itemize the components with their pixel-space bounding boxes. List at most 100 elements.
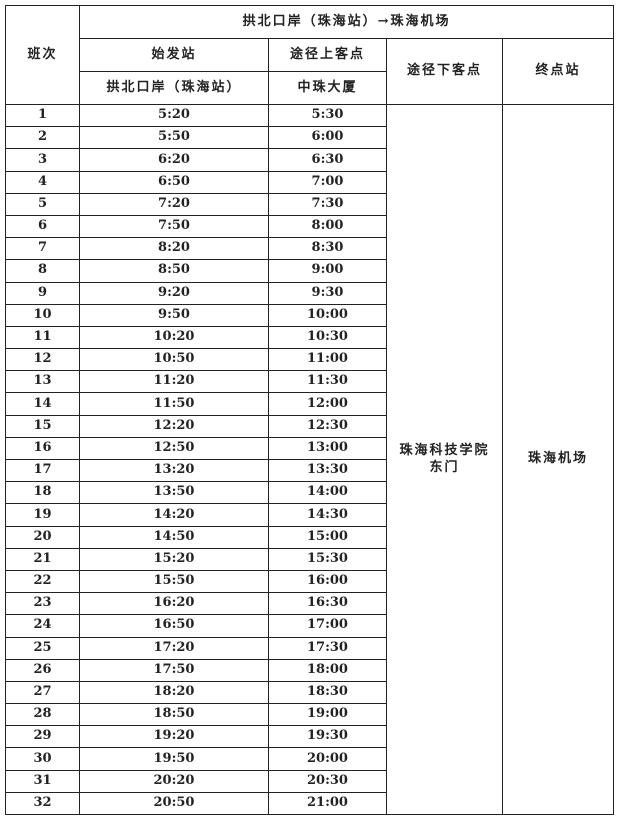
pickup-time: 13:00 <box>268 436 387 461</box>
origin-time: 11:50 <box>79 392 269 416</box>
origin-time: 13:50 <box>79 481 269 505</box>
table-row: 14 11:50 12:00 <box>5 392 614 416</box>
origin-time: 10:20 <box>79 325 269 350</box>
trip-number: 6 <box>5 214 80 239</box>
origin-time: 7:20 <box>79 192 269 216</box>
table-row: 10 9:50 10:00 <box>5 303 614 327</box>
pickup-time: 12:30 <box>268 414 387 438</box>
trip-number: 21 <box>5 547 80 571</box>
trip-number: 29 <box>5 725 80 749</box>
table-row: 6 7:50 8:00 <box>5 214 614 239</box>
trip-number: 25 <box>5 636 80 660</box>
pickup-time: 18:30 <box>268 680 387 705</box>
pickup-time: 8:00 <box>268 214 387 239</box>
trip-number: 12 <box>5 348 80 372</box>
pickup-time: 21:00 <box>268 791 387 816</box>
table-row: 24 16:50 17:00 <box>5 614 614 638</box>
pickup-time: 11:30 <box>268 370 387 394</box>
table-row: 19 14:20 14:30 <box>5 503 614 527</box>
origin-time: 14:50 <box>79 525 269 549</box>
terminal-stop: 珠海机场 <box>501 104 615 815</box>
origin-time: 15:50 <box>79 569 269 594</box>
pickup-time: 7:30 <box>268 192 387 216</box>
table-row: 8 8:50 9:00 <box>5 259 614 283</box>
pickup-time: 6:30 <box>268 148 387 172</box>
table-row: 32 20:50 21:00 <box>5 791 614 816</box>
origin-time: 8:20 <box>79 237 269 261</box>
origin-time: 16:20 <box>79 592 269 616</box>
header-terminal: 终点站 <box>501 38 615 105</box>
trip-number: 30 <box>5 747 80 771</box>
origin-time: 13:20 <box>79 458 269 483</box>
table-row: 9 9:20 9:30 <box>5 281 614 305</box>
trip-number: 24 <box>5 614 80 638</box>
pickup-time: 13:30 <box>268 458 387 483</box>
origin-time: 5:20 <box>79 103 269 128</box>
trip-number: 5 <box>5 192 80 216</box>
trip-number: 28 <box>5 703 80 727</box>
origin-time: 14:20 <box>79 503 269 527</box>
trip-number: 1 <box>5 103 80 128</box>
pickup-time: 18:00 <box>268 658 387 682</box>
table-row: 12 10:50 11:00 <box>5 348 614 372</box>
table-row: 2 5:50 6:00 <box>5 126 614 150</box>
table-row: 13 11:20 11:30 <box>5 370 614 394</box>
origin-time: 7:50 <box>79 214 269 239</box>
trip-number: 22 <box>5 569 80 594</box>
trip-number: 8 <box>5 259 80 283</box>
pickup-time: 11:00 <box>268 348 387 372</box>
trip-number: 16 <box>5 436 80 461</box>
pickup-time: 17:00 <box>268 614 387 638</box>
trip-number: 10 <box>5 303 80 327</box>
pickup-time: 15:00 <box>268 525 387 549</box>
header-origin: 始发站 <box>79 38 269 72</box>
pickup-time: 16:30 <box>268 592 387 616</box>
trip-number: 31 <box>5 769 80 793</box>
origin-time: 18:20 <box>79 680 269 705</box>
trip-number: 3 <box>5 148 80 172</box>
pickup-time: 8:30 <box>268 237 387 261</box>
origin-time: 20:20 <box>79 769 269 793</box>
trip-number: 4 <box>5 170 80 194</box>
origin-time: 18:50 <box>79 703 269 727</box>
origin-time: 9:20 <box>79 281 269 305</box>
trip-number: 19 <box>5 503 80 527</box>
pickup-time: 9:00 <box>268 259 387 283</box>
trip-number: 13 <box>5 370 80 394</box>
pickup-time: 16:00 <box>268 569 387 594</box>
origin-time: 5:50 <box>79 126 269 150</box>
trip-number: 2 <box>5 126 80 150</box>
origin-time: 12:20 <box>79 414 269 438</box>
trip-number: 18 <box>5 481 80 505</box>
bus-schedule-table: 班次 拱北口岸（珠海站）→珠海机场 始发站 途径上客点 途径下客点 终点站 拱北… <box>5 5 615 816</box>
origin-time: 11:20 <box>79 370 269 394</box>
trip-number: 15 <box>5 414 80 438</box>
pickup-time: 15:30 <box>268 547 387 571</box>
header-pickup: 途径上客点 <box>268 38 387 72</box>
header-dropoff: 途径下客点 <box>386 38 503 105</box>
origin-time: 9:50 <box>79 303 269 327</box>
table-row: 4 6:50 7:00 <box>5 170 614 194</box>
trip-number: 20 <box>5 525 80 549</box>
pickup-time: 5:30 <box>268 103 387 128</box>
pickup-time: 14:00 <box>268 481 387 505</box>
pickup-time: 14:30 <box>268 503 387 527</box>
pickup-time: 7:00 <box>268 170 387 194</box>
header-trip: 班次 <box>5 5 80 105</box>
origin-time: 8:50 <box>79 259 269 283</box>
origin-time: 6:50 <box>79 170 269 194</box>
origin-time: 6:20 <box>79 148 269 172</box>
trip-number: 14 <box>5 392 80 416</box>
pickup-time: 10:00 <box>268 303 387 327</box>
table-row: 15 12:20 12:30 <box>5 414 614 438</box>
origin-time: 20:50 <box>79 791 269 816</box>
header-origin-name: 拱北口岸（珠海站） <box>79 71 269 105</box>
pickup-time: 17:30 <box>268 636 387 660</box>
table-row: 1 5:20 5:30 珠海科技学院东门 珠海机场 <box>5 103 615 815</box>
pickup-time: 10:30 <box>268 325 387 350</box>
table-row: 27 18:20 18:30 <box>5 680 614 705</box>
pickup-time: 20:00 <box>268 747 387 771</box>
trip-number: 32 <box>5 791 80 816</box>
table-row: 25 17:20 17:30 <box>5 636 614 660</box>
trip-number: 27 <box>5 680 80 705</box>
